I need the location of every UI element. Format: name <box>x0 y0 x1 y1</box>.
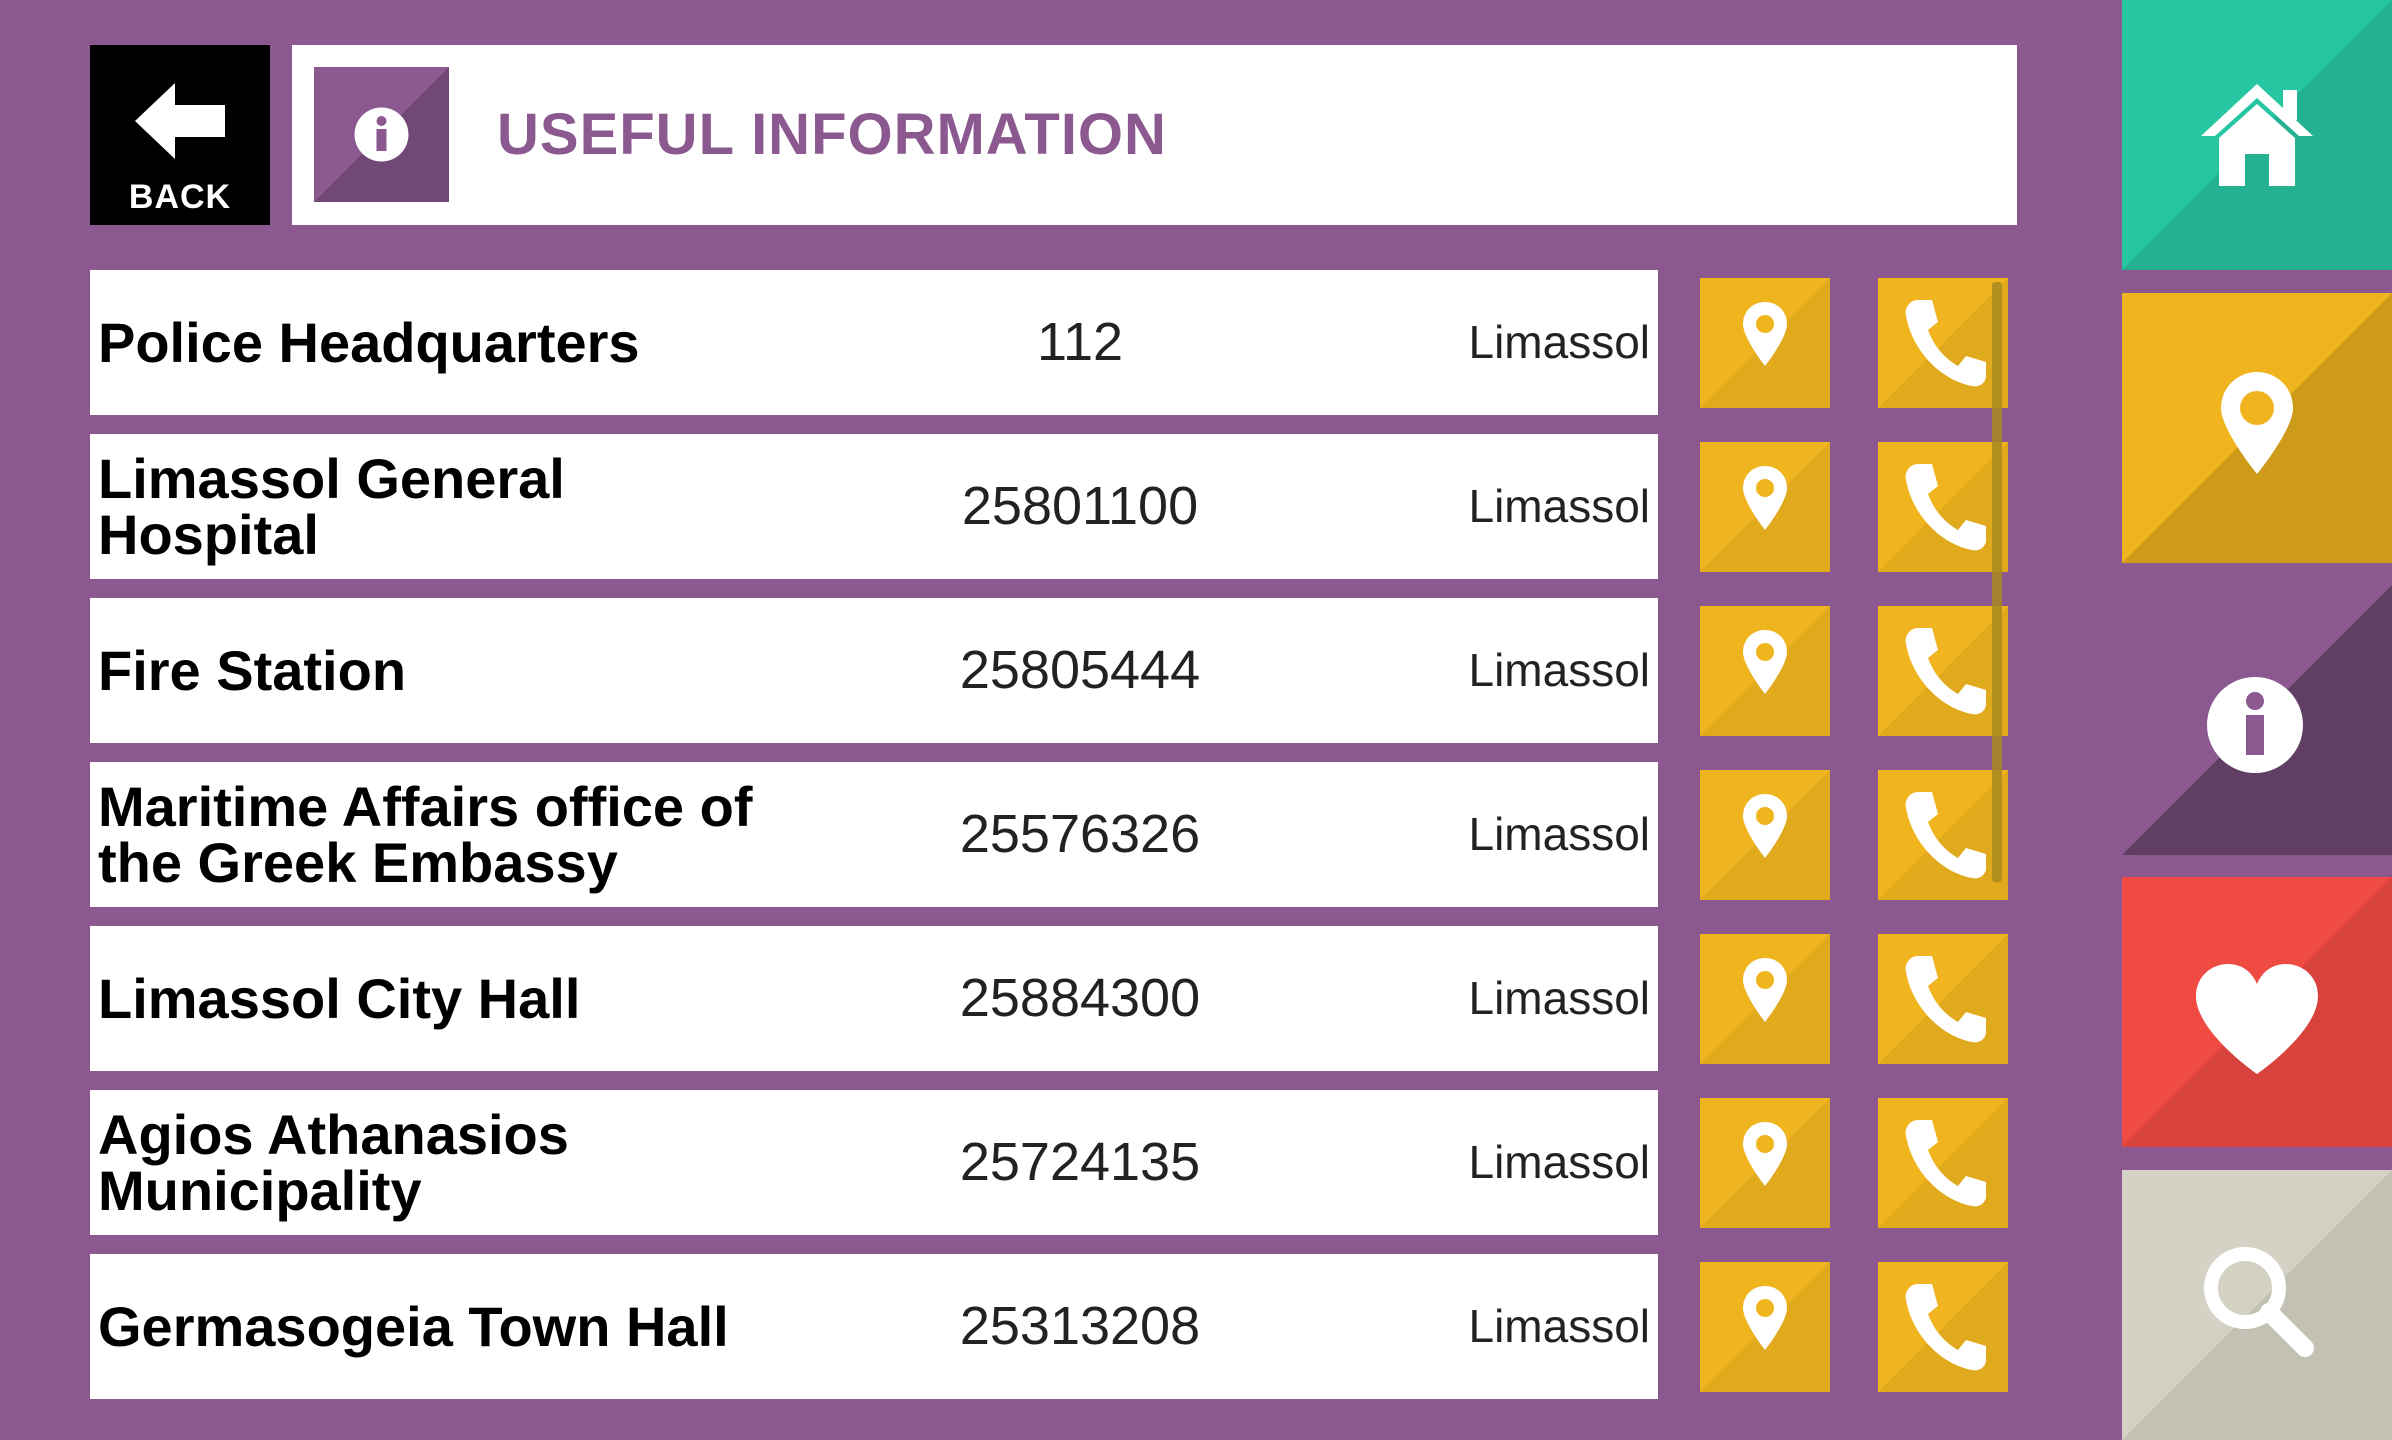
phone-icon <box>1878 442 2008 572</box>
phone-number: 25801100 <box>961 476 1199 536</box>
arrow-left-icon <box>135 83 225 159</box>
map-pin-icon <box>1700 770 1830 900</box>
map-pin-icon <box>1700 442 1830 572</box>
city-name: Limassol <box>1468 808 1650 860</box>
call-button[interactable] <box>1878 606 2008 736</box>
map-location-button[interactable] <box>1700 606 1830 736</box>
page-header: USEFUL INFORMATION <box>292 45 2017 225</box>
info-icon <box>354 107 409 162</box>
place-name: Limassol City Hall <box>98 966 581 1030</box>
call-button[interactable] <box>1878 1098 2008 1228</box>
map-pin-icon <box>1700 934 1830 1064</box>
city-name: Limassol <box>1468 480 1650 532</box>
call-button[interactable] <box>1878 1262 2008 1392</box>
home-icon <box>2201 84 2313 186</box>
info-icon <box>2207 677 2303 773</box>
map-pin-icon <box>1700 606 1830 736</box>
header-info-badge <box>314 67 449 202</box>
place-name: Agios Athanasios Municipality <box>98 1102 569 1222</box>
phone-icon <box>1878 770 2008 900</box>
phone-number: 25313208 <box>959 1296 1201 1356</box>
phone-icon <box>1878 934 2008 1064</box>
city-name: Limassol <box>1468 1136 1650 1188</box>
sidebar-map-tile[interactable] <box>2122 293 2392 563</box>
list-item: Fire Station 25805444 Limassol <box>90 598 1658 743</box>
back-label: BACK <box>128 178 232 216</box>
list-item: Limassol General Hospital 25801100 Limasso… <box>90 434 1658 579</box>
place-name: Fire Station <box>98 638 407 702</box>
sidebar-search-tile[interactable] <box>2122 1170 2392 1440</box>
sidebar-favorites-tile[interactable] <box>2122 877 2392 1147</box>
call-button[interactable] <box>1878 770 2008 900</box>
call-button[interactable] <box>1878 934 2008 1064</box>
heart-icon <box>2196 964 2318 1074</box>
map-location-button[interactable] <box>1700 278 1830 408</box>
list-item: Germasogeia Town Hall 25313208 Limassol <box>90 1254 1658 1399</box>
page-title: USEFUL INFORMATION <box>497 102 1167 167</box>
list-item: Limassol City Hall 25884300 Limassol <box>90 926 1658 1071</box>
map-location-button[interactable] <box>1700 442 1830 572</box>
phone-icon <box>1878 1262 2008 1392</box>
place-name: Maritime Affairs office of the Greek Emb… <box>98 774 753 894</box>
phone-icon <box>1878 1098 2008 1228</box>
scrollbar[interactable] <box>1992 282 2002 882</box>
place-name: Police Headquarters <box>98 310 640 374</box>
city-name: Limassol <box>1468 972 1650 1024</box>
sidebar-home-tile[interactable] <box>2122 0 2392 270</box>
map-location-button[interactable] <box>1700 1098 1830 1228</box>
map-pin-icon <box>2221 372 2293 474</box>
phone-icon <box>1878 606 2008 736</box>
phone-number: 25805444 <box>959 640 1201 700</box>
list-item: Agios Athanasios Municipality 25724135 Lim… <box>90 1090 1658 1235</box>
phone-icon <box>1878 278 2008 408</box>
back-button[interactable]: BACK <box>90 45 270 225</box>
city-name: Limassol <box>1468 1300 1650 1352</box>
call-button[interactable] <box>1878 278 2008 408</box>
map-pin-icon <box>1700 278 1830 408</box>
phone-number: 25724135 <box>959 1132 1201 1192</box>
city-name: Limassol <box>1468 644 1650 696</box>
phone-number: 25884300 <box>959 968 1201 1028</box>
phone-number: 112 <box>1036 312 1124 372</box>
list-item: Police Headquarters 112 Limassol <box>90 270 1658 415</box>
city-name: Limassol <box>1468 316 1650 368</box>
place-name: Limassol General Hospital <box>98 446 565 566</box>
place-name: Germasogeia Town Hall <box>98 1294 729 1358</box>
map-location-button[interactable] <box>1700 1262 1830 1392</box>
map-location-button[interactable] <box>1700 934 1830 1064</box>
map-pin-icon <box>1700 1262 1830 1392</box>
list-item: Maritime Affairs office of the Greek Emb… <box>90 762 1658 907</box>
phone-number: 25576326 <box>959 804 1201 864</box>
search-icon <box>2204 1247 2314 1357</box>
call-button[interactable] <box>1878 442 2008 572</box>
map-location-button[interactable] <box>1700 770 1830 900</box>
sidebar-info-tile[interactable] <box>2122 585 2392 855</box>
map-pin-icon <box>1700 1098 1830 1228</box>
